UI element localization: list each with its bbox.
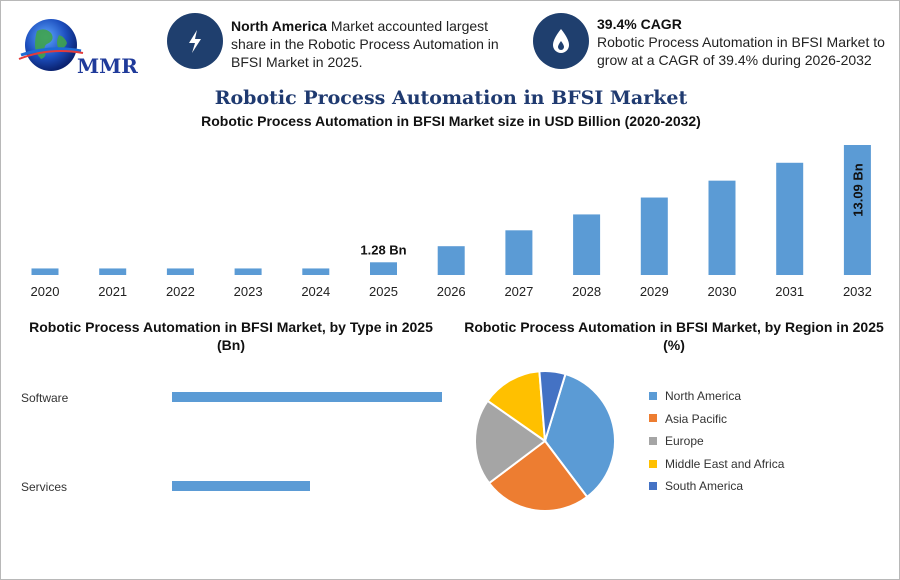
- type-category-label: Software: [21, 391, 69, 405]
- legend-item: South America: [649, 479, 743, 493]
- bar-2028: [573, 214, 601, 275]
- legend-label: Asia Pacific: [665, 411, 728, 426]
- pie-slice-europe: [474, 399, 547, 485]
- pie-slice-south-america: [538, 370, 567, 442]
- region-chart-title: Robotic Process Automation in BFSI Marke…: [464, 319, 884, 353]
- main-title: Robotic Process Automation in BFSI Marke…: [214, 87, 688, 109]
- mmr-logo: MMR: [15, 15, 145, 79]
- x-tick-label: 2026: [437, 284, 466, 299]
- legend-item: Middle East and Africa: [649, 457, 784, 471]
- legend-label: Europe: [665, 434, 704, 449]
- legend-item: Europe: [649, 434, 704, 448]
- kpi-bold: 39.4% CAGR: [597, 16, 682, 32]
- kpi-cagr: 39.4% CAGR Robotic Process Automation in …: [597, 15, 892, 69]
- bar-chart-title: Robotic Process Automation in BFSI Marke…: [201, 113, 701, 129]
- legend-swatch: [649, 437, 657, 446]
- kpi-north-america: North America Market accounted largest s…: [231, 17, 511, 71]
- x-tick-label: 2032: [843, 284, 872, 299]
- legend-label: North America: [665, 389, 742, 403]
- x-tick-label: 2023: [234, 284, 263, 299]
- pie-legend: North America Asia Pacific Europe Middle Ea…: [649, 389, 889, 499]
- x-tick-label: 2021: [98, 284, 127, 299]
- legend-item: North America: [649, 389, 741, 403]
- bar-2021: [99, 268, 127, 275]
- legend-swatch: [649, 391, 657, 400]
- x-tick-label: 2028: [572, 284, 601, 299]
- bar-2032: [843, 145, 871, 275]
- bar-2020: [31, 268, 59, 275]
- legend-label: South America: [665, 479, 744, 494]
- bar-2025: [370, 262, 397, 275]
- bar-2031: [776, 162, 804, 275]
- x-tick-label: 2030: [708, 284, 737, 299]
- type-bar-chart: Software Services: [1, 1, 451, 579]
- kpi-bold: North America: [231, 18, 327, 34]
- legend-item: Asia Pacific: [649, 412, 727, 426]
- bar-2024: [302, 268, 330, 275]
- pie-slice-middle-east-and-africa: [486, 370, 547, 444]
- flame-icon: [553, 29, 569, 53]
- legend-swatch: [649, 459, 657, 468]
- x-tick-label: 2025: [369, 284, 398, 299]
- type-bar-software: [172, 392, 442, 402]
- type-chart-title: Robotic Process Automation in BFSI Marke…: [29, 319, 433, 353]
- x-tick-label: 2024: [301, 284, 330, 299]
- pie-slice-north-america: [543, 372, 616, 499]
- bar-2027: [505, 230, 533, 275]
- bar-2023: [234, 268, 262, 275]
- bar-2022: [166, 268, 194, 275]
- kpi-circle: [533, 13, 589, 69]
- globe-icon: MMR: [18, 19, 138, 78]
- x-tick-label: 2022: [166, 284, 195, 299]
- kpi-text: Robotic Process Automation in BFSI Marke…: [597, 34, 885, 68]
- x-tick-label: 2020: [31, 284, 60, 299]
- bar-chart: 2020 2021 2022 2023 2024 2025 2026 2027 2028 2029…: [31, 145, 872, 299]
- pie-slice-asia-pacific: [487, 439, 589, 512]
- legend-swatch: [649, 482, 657, 491]
- legend-label: Middle East and Africa: [665, 456, 785, 471]
- bar-2026: [437, 246, 465, 275]
- kpi-circle: [167, 13, 223, 69]
- data-label: 13.09 Bn: [850, 163, 865, 217]
- bar-2029: [640, 197, 668, 275]
- legend-swatch: [649, 414, 657, 423]
- x-tick-label: 2031: [775, 284, 804, 299]
- pie-chart: [474, 370, 616, 512]
- x-tick-label: 2029: [640, 284, 669, 299]
- type-category-label: Services: [21, 480, 68, 494]
- lightning-icon: [189, 30, 201, 53]
- x-tick-label: 2027: [504, 284, 533, 299]
- kpi-text: Market accounted largest share in the Ro…: [231, 18, 499, 70]
- type-bar-services: [172, 481, 311, 491]
- data-label: 1.28 Bn: [360, 242, 406, 257]
- bar-2030: [708, 180, 736, 275]
- svg-text:MMR: MMR: [77, 54, 138, 78]
